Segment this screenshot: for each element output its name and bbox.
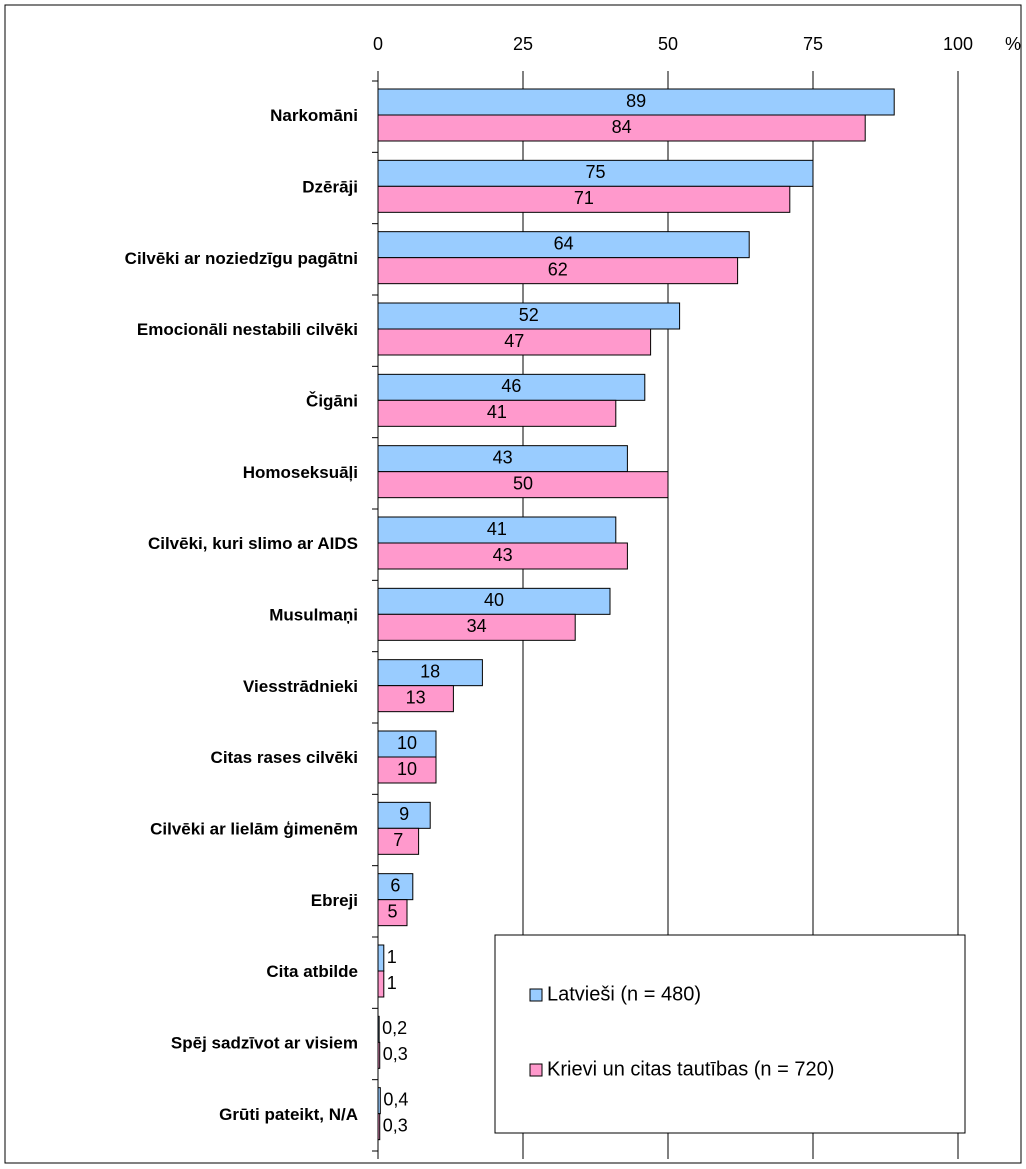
- x-tick-label: 0: [373, 34, 383, 54]
- bar: [377, 899, 408, 927]
- x-axis-unit: %: [1005, 34, 1021, 54]
- category-label: Emocionāli nestabili cilvēki: [137, 320, 358, 339]
- bar: [377, 159, 814, 187]
- legend-label: Krievi un citas tautības (n = 720): [547, 1058, 834, 1080]
- value-label: 18: [420, 661, 440, 681]
- bar: [377, 756, 437, 784]
- category-label: Spēj sadzīvot ar visiem: [171, 1033, 358, 1052]
- legend-box: [494, 934, 966, 1134]
- value-label: 0,2: [382, 1018, 407, 1038]
- value-label: 13: [406, 687, 426, 707]
- value-label: 71: [574, 188, 594, 208]
- bar: [377, 373, 646, 401]
- value-label: 84: [612, 117, 632, 137]
- bar: [377, 542, 628, 570]
- bar: [377, 801, 431, 829]
- value-label: 0,4: [383, 1089, 408, 1109]
- value-label: 10: [397, 759, 417, 779]
- bar: [377, 185, 791, 213]
- category-label: Grūti pateikt, N/A: [219, 1105, 358, 1124]
- value-label: 40: [484, 590, 504, 610]
- category-label: Viesstrādnieki: [243, 677, 358, 696]
- value-label: 64: [554, 233, 574, 253]
- bar: [377, 944, 385, 972]
- bar: [377, 1113, 381, 1141]
- value-label: 50: [513, 473, 533, 493]
- bar: [377, 1041, 381, 1069]
- value-label: 89: [626, 91, 646, 111]
- value-label: 62: [548, 259, 568, 279]
- value-label: 41: [487, 402, 507, 422]
- value-label: 0,3: [383, 1115, 408, 1135]
- bar: [377, 328, 652, 356]
- bar: [377, 613, 576, 641]
- value-label: 0,3: [383, 1044, 408, 1064]
- category-label: Cilvēki ar lielām ģimenēm: [150, 819, 358, 838]
- value-label: 75: [585, 162, 605, 182]
- value-label: 34: [467, 616, 487, 636]
- legend-label: Latvieši (n = 480): [547, 983, 701, 1005]
- value-label: 6: [390, 875, 400, 895]
- bar: [377, 970, 385, 998]
- bar: [377, 685, 454, 713]
- bar: [377, 1015, 380, 1043]
- value-label: 9: [399, 804, 409, 824]
- legend-swatch: [529, 1063, 543, 1077]
- category-label: Narkomāni: [270, 106, 358, 125]
- x-tick-label: 25: [513, 34, 533, 54]
- value-label: 1: [387, 973, 397, 993]
- value-label: 43: [493, 447, 513, 467]
- category-label: Dzērāji: [302, 177, 358, 196]
- value-label: 41: [487, 519, 507, 539]
- value-label: 43: [493, 545, 513, 565]
- category-label: Homoseksuāļi: [243, 463, 358, 482]
- bar: [377, 231, 750, 259]
- x-tick-label: 75: [803, 34, 823, 54]
- bar: [377, 1087, 381, 1115]
- bar: [377, 659, 483, 687]
- category-label: Cita atbilde: [266, 962, 358, 981]
- legend-swatch: [529, 988, 543, 1002]
- value-label: 46: [501, 376, 521, 396]
- bar: [377, 257, 739, 285]
- x-tick-label: 100: [943, 34, 973, 54]
- bar: [377, 471, 669, 499]
- bar: [377, 399, 617, 427]
- value-label: 7: [393, 830, 403, 850]
- value-label: 10: [397, 733, 417, 753]
- value-label: 52: [519, 305, 539, 325]
- value-label: 5: [387, 901, 397, 921]
- category-label: Čigāni: [306, 391, 358, 410]
- category-label: Ebreji: [311, 891, 358, 910]
- category-label: Cilvēki, kuri slimo ar AIDS: [148, 534, 358, 553]
- bar: [377, 587, 611, 615]
- value-label: 1: [387, 947, 397, 967]
- bar: [377, 114, 866, 142]
- bar: [377, 516, 617, 544]
- bar: [377, 827, 420, 855]
- category-label: Cilvēki ar noziedzīgu pagātni: [125, 249, 358, 268]
- category-label: Musulmaņi: [269, 605, 358, 624]
- value-label: 47: [504, 331, 524, 351]
- x-tick-label: 50: [658, 34, 678, 54]
- bar: [377, 445, 628, 473]
- bar: [377, 302, 681, 330]
- category-label: Citas rases cilvēki: [211, 748, 358, 767]
